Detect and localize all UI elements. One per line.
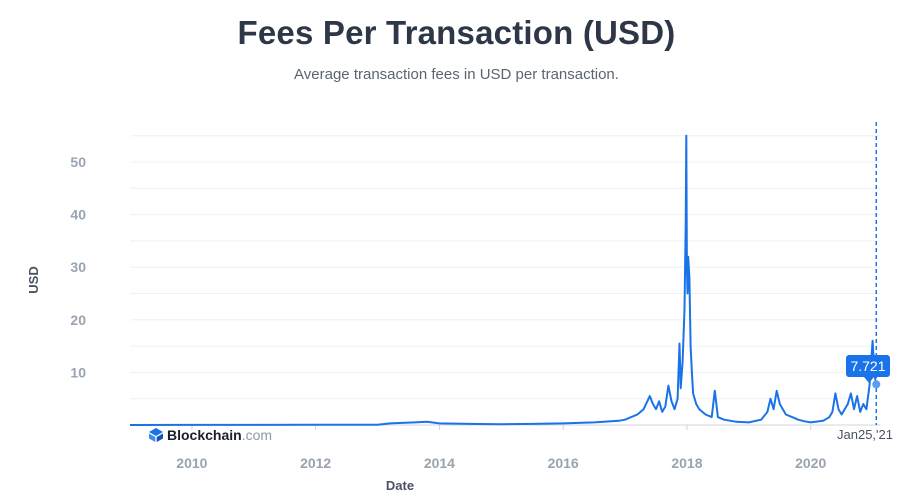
- x-tick-label: 2016: [548, 455, 579, 471]
- chart-title: Fees Per Transaction (USD): [237, 14, 676, 51]
- hover-point[interactable]: [872, 380, 881, 389]
- x-tick-label: 2012: [300, 455, 331, 471]
- blockchain-logo-icon: [149, 428, 163, 442]
- series-line: [129, 134, 878, 426]
- y-axis-title: USD: [26, 266, 41, 293]
- y-tick-label: 40: [70, 207, 86, 223]
- x-tick-label: 2018: [671, 455, 702, 471]
- brand-logo: Blockchain .com: [148, 427, 272, 443]
- grid-layer: [130, 135, 880, 426]
- tooltip-date: Jan25,'21: [834, 427, 896, 442]
- x-axis-title: Date: [386, 478, 414, 493]
- chart-subtitle: Average transaction fees in USD per tran…: [294, 66, 619, 83]
- brand-name: Blockchain: [167, 427, 242, 443]
- x-tick-label: 2010: [176, 455, 207, 471]
- tick-layer: 10 20 30 40 50 2010 2012 2014 2016 2018 2020: [70, 154, 826, 471]
- x-tick-label: 2014: [424, 455, 455, 471]
- y-tick-label: 10: [70, 364, 86, 380]
- y-tick-label: 30: [70, 259, 86, 275]
- x-tick-label: 2020: [795, 455, 826, 471]
- y-tick-label: 20: [70, 312, 86, 328]
- y-tick-label: 50: [70, 154, 86, 170]
- tooltip-value: 7.721: [846, 355, 890, 383]
- brand-suffix: .com: [241, 427, 273, 443]
